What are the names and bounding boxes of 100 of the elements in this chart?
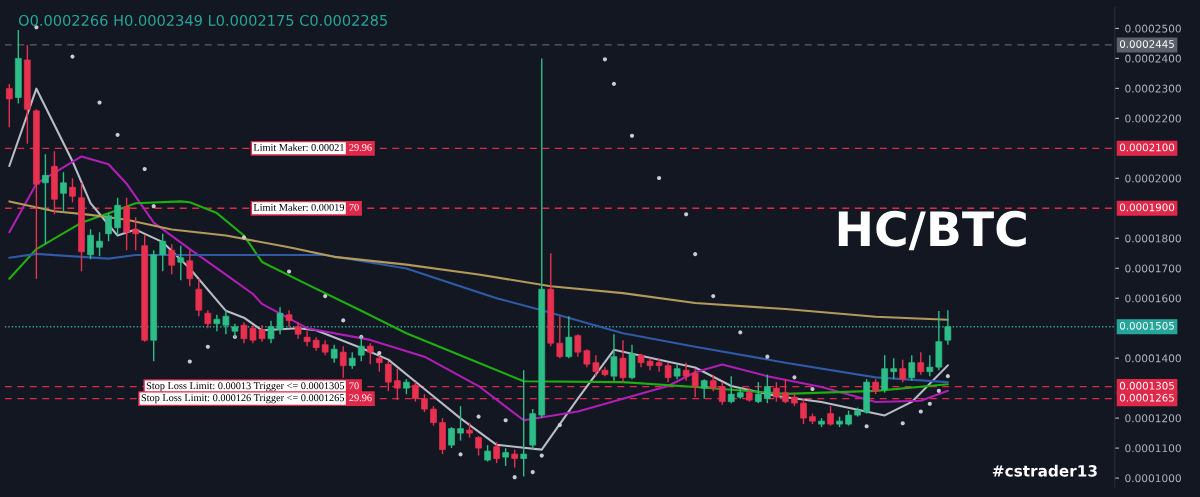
candlestick [908, 354, 916, 382]
point [927, 401, 932, 406]
candlestick [917, 351, 925, 376]
candlestick [881, 354, 889, 394]
annotation: 70 [349, 203, 359, 211]
ref-line-label: 0.0002100 [1119, 143, 1175, 152]
y-tick-label: 0.0001200 [1125, 414, 1181, 423]
candlestick [619, 339, 627, 383]
annotation: 29.96 [349, 394, 372, 402]
candlestick [186, 249, 194, 287]
y-tick-label: 0.0002300 [1125, 84, 1181, 93]
candlestick [890, 357, 898, 380]
point [936, 388, 941, 393]
candlestick [755, 381, 762, 404]
point [656, 175, 662, 181]
candlestick [168, 243, 176, 275]
ref-line-label: 0.0001900 [1119, 203, 1175, 212]
candlestick [177, 245, 185, 281]
candlestick [303, 330, 311, 347]
candlestick [700, 378, 708, 400]
candlestick [610, 333, 618, 382]
point [512, 475, 517, 480]
candlestick [457, 405, 464, 442]
candlestick [42, 153, 49, 245]
y-tick-label: 0.0001700 [1125, 264, 1181, 273]
candlestick [159, 233, 167, 272]
point [341, 318, 346, 323]
point [530, 469, 535, 475]
ref-line-label: 0.0001265 [1119, 393, 1174, 402]
candlestick [366, 342, 374, 365]
candlestick [114, 197, 121, 236]
candlestick [132, 216, 139, 251]
candlestick [69, 177, 76, 203]
text: HC/BTC [838, 210, 1026, 251]
point [115, 132, 120, 137]
candlestick [827, 405, 834, 427]
point [557, 422, 562, 428]
y-tick-label: 0.0001400 [1125, 354, 1181, 363]
point [629, 133, 635, 138]
candlestick [628, 343, 636, 380]
point [323, 294, 328, 299]
point [738, 330, 743, 335]
candlestick [944, 309, 952, 346]
candlestick [475, 435, 482, 457]
y-tick-label: 0.0001100 [1125, 444, 1181, 453]
y-tick-label: 0.0001600 [1125, 294, 1181, 303]
candlestick [430, 405, 437, 427]
point [611, 81, 617, 86]
candlestick [727, 375, 735, 404]
point [693, 252, 698, 257]
point [900, 421, 905, 426]
annotation: 70 [349, 382, 359, 390]
point [286, 269, 292, 274]
y-tick-label: 0.0001000 [1125, 474, 1181, 483]
point [765, 354, 770, 359]
ref-line-label: 0.0002445 [1119, 40, 1174, 48]
candlestick [105, 212, 112, 242]
candlestick [926, 354, 934, 377]
y-tick-label: 0.0002200 [1125, 114, 1181, 123]
candlestick [556, 315, 564, 359]
candlestick [899, 358, 907, 383]
annotation: O0.0002266 H0.0002349 L0.0002175 C0.0002285 [18, 14, 387, 26]
annotation: Limit Maker: 0.00021 [253, 143, 344, 151]
point [241, 235, 247, 240]
annotation: 29.96 [349, 144, 372, 151]
candlestick [520, 369, 528, 478]
annotation: Limit Maker: 0.00019 [253, 203, 345, 211]
ref-line-label: 0.0001505 [1119, 321, 1174, 330]
annotation: #cstrader13 [992, 464, 1097, 477]
point [97, 100, 102, 105]
candlestick [764, 373, 771, 404]
candlestick [60, 171, 67, 212]
candlestick [493, 441, 500, 464]
y-tick-label: 0.0002000 [1125, 174, 1181, 183]
y-tick-label: 0.0002500 [1125, 24, 1181, 33]
candlestick [96, 231, 103, 257]
point [151, 204, 156, 209]
point [503, 418, 508, 423]
point [711, 294, 716, 299]
point [918, 409, 923, 414]
point [602, 57, 608, 62]
candlestick [565, 315, 573, 359]
line-series [8, 252, 949, 384]
candlestick [448, 426, 455, 449]
ref-line-label: 0.0001305 [1119, 381, 1174, 390]
candlestick [574, 333, 582, 358]
candlestick [800, 397, 807, 425]
annotation: Stop Loss Limit: 0.00013 Trigger <= 0.0001305 [146, 382, 345, 392]
point [810, 386, 815, 392]
candlestick [195, 278, 203, 317]
point [205, 344, 210, 349]
point [377, 350, 382, 356]
point [945, 374, 950, 379]
point [142, 166, 147, 172]
point [187, 359, 192, 364]
point [684, 212, 689, 217]
y-tick-label: 0.0001800 [1125, 234, 1181, 243]
point [864, 424, 869, 429]
candlestick [5, 83, 13, 129]
candlestick [87, 228, 94, 260]
